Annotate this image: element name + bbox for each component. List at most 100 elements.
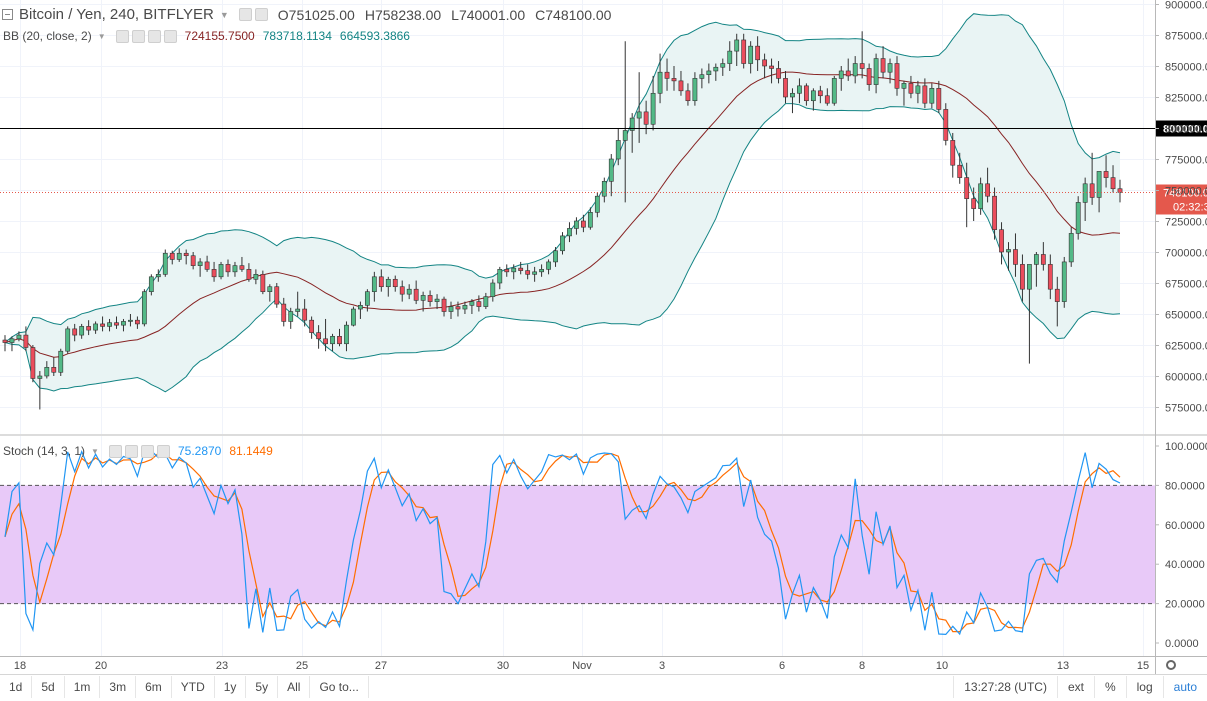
ext-toggle[interactable]: ext [1056, 676, 1094, 698]
candle [852, 63, 858, 77]
candle [100, 323, 105, 327]
candle [211, 269, 217, 278]
stoch-k-value: 75.2870 [177, 444, 222, 458]
candle [1068, 233, 1074, 263]
candle [392, 278, 398, 288]
timeframe-button-ytd[interactable]: YTD [172, 675, 215, 698]
candle [30, 347, 36, 379]
stoch-axis-label: 80.0000 [1165, 480, 1205, 492]
candle [351, 308, 356, 326]
candle [776, 68, 781, 79]
time-axis-label: 10 [936, 660, 948, 672]
timeframe-button-1d[interactable]: 1d [0, 675, 33, 698]
stoch-k-line [4, 450, 1121, 636]
candle [9, 338, 15, 343]
candle [448, 306, 454, 312]
time-axis-label: 3 [659, 660, 665, 672]
candle [769, 65, 774, 69]
candle [469, 301, 475, 306]
candle [427, 295, 433, 302]
timeframe-button-all[interactable]: All [278, 675, 311, 698]
candle [51, 367, 57, 373]
candle [692, 78, 698, 102]
eye-icon[interactable] [238, 8, 252, 21]
candle [783, 78, 788, 98]
candle [880, 58, 886, 73]
candle [650, 92, 656, 125]
timeframe-button-5y[interactable]: 5y [246, 675, 279, 698]
close-value: 748100.00 [545, 6, 612, 23]
candle [574, 220, 579, 229]
bb-lower-line [4, 103, 1121, 393]
candle [267, 286, 273, 292]
triangle-down-icon[interactable]: ▼ [97, 31, 106, 41]
low-value: 740001.00 [458, 6, 526, 23]
eye-icon[interactable] [115, 29, 129, 43]
eye-icon[interactable] [108, 444, 122, 458]
more-icon[interactable] [140, 444, 154, 458]
candle [992, 195, 997, 230]
candle [246, 269, 252, 280]
stoch-legend: Stoch (14, 3, 1) ▼ 75.2870 81.1449 [3, 444, 273, 458]
time-axis-label: 30 [497, 660, 509, 672]
candle [364, 291, 370, 306]
settings-gear-icon[interactable] [1166, 660, 1176, 670]
candle [413, 288, 419, 301]
candle [964, 177, 970, 199]
settings-icon[interactable] [124, 444, 138, 458]
settings-icon[interactable] [131, 29, 145, 43]
candle [420, 295, 426, 301]
timeframe-button-1y[interactable]: 1y [215, 675, 247, 698]
candle [643, 111, 649, 125]
bottom-toolbar: 1d 5d 1m 3m 6m YTD 1y 5y All Go to... 13:27:28 (U… [0, 674, 1207, 698]
candle [218, 264, 224, 278]
candle [804, 85, 809, 102]
candle [664, 71, 670, 79]
candle [999, 229, 1004, 253]
minus-square-icon[interactable] [2, 9, 13, 20]
more-icon[interactable] [147, 29, 161, 43]
percent-toggle[interactable]: % [1093, 676, 1126, 698]
timeframe-button-3m[interactable]: 3m [100, 675, 137, 698]
close-icon[interactable] [163, 29, 177, 43]
triangle-down-icon[interactable]: ▼ [219, 9, 229, 20]
candles [2, 31, 1123, 410]
log-toggle[interactable]: log [1125, 676, 1163, 698]
timeframe-button-goto[interactable]: Go to... [310, 675, 369, 698]
candle [239, 265, 245, 270]
candle [183, 252, 189, 257]
triangle-down-icon[interactable]: ▼ [91, 446, 99, 456]
candle [1096, 171, 1102, 198]
candle [330, 336, 335, 345]
candle [316, 332, 321, 340]
auto-toggle[interactable]: auto [1162, 676, 1207, 698]
candle [232, 265, 238, 273]
horizontal-levels: 800000.00 748100.00 02:32:3 [0, 120, 1207, 215]
settings-icon[interactable] [254, 8, 268, 21]
candle-countdown: 02:32:3 [1173, 202, 1207, 214]
bb-lower-value: 664593.3866 [339, 29, 410, 43]
candle [581, 220, 586, 228]
candle [873, 58, 879, 85]
candle [337, 336, 342, 345]
timeframe-button-5d[interactable]: 5d [32, 675, 65, 698]
bb-label: BB (20, close, 2) [3, 29, 92, 43]
close-icon[interactable] [156, 444, 170, 458]
candle [162, 252, 168, 275]
timeframe-button-1m[interactable]: 1m [65, 675, 101, 698]
candle [553, 250, 558, 263]
high-value: 758238.00 [374, 6, 442, 23]
low-label: L [451, 6, 459, 23]
timeframe-button-6m[interactable]: 6m [136, 675, 172, 698]
price-axis-label: 875000.00 [1165, 31, 1207, 43]
candle [629, 117, 635, 131]
bb-legend: BB (20, close, 2) ▼ 724155.7500 783718.1… [3, 29, 410, 43]
candle [518, 267, 524, 271]
stoch-axis-label: 20.0000 [1165, 599, 1205, 611]
candle [1040, 254, 1046, 265]
candle [957, 164, 963, 178]
stoch-band-fill [0, 485, 1155, 604]
price-axis-label: 825000.00 [1165, 93, 1207, 105]
